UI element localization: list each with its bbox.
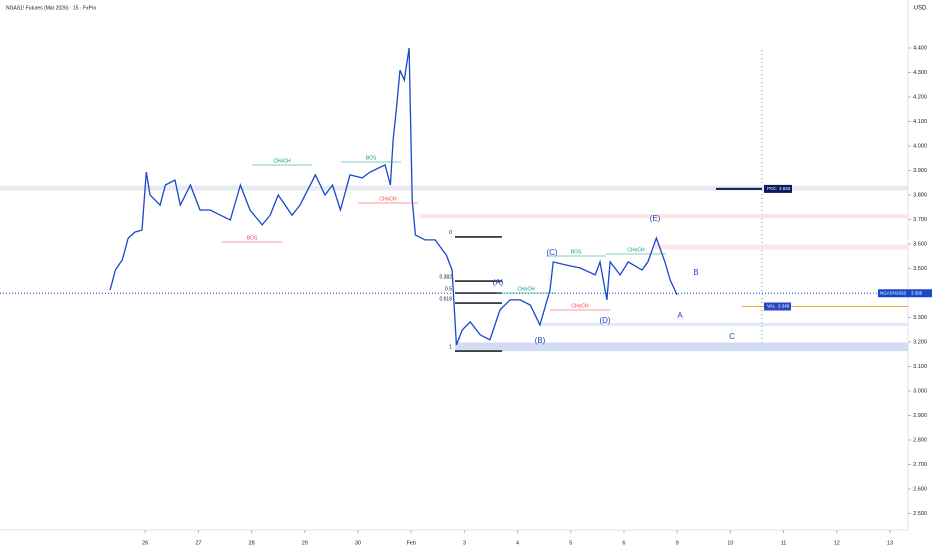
y-tick-label: 3.000 — [913, 388, 927, 394]
zone — [0, 185, 908, 191]
x-tick-label: 27 — [195, 540, 201, 546]
annotation: CHoCH — [273, 158, 291, 164]
annotation: BOS — [366, 155, 377, 161]
wave-label: A — [677, 311, 683, 320]
fib-label: 0.618 — [439, 296, 452, 302]
x-tick-label: 11 — [781, 540, 787, 546]
zone — [655, 244, 908, 250]
poc-value: 3.825 — [779, 186, 791, 191]
y-tick-label: 3.600 — [913, 241, 927, 247]
y-tick-label: 3.700 — [913, 217, 927, 223]
wave-label: (B) — [535, 336, 546, 345]
x-tick-label: 29 — [302, 540, 308, 546]
annotation: BOS — [247, 235, 258, 241]
val-tag — [764, 302, 791, 311]
price-tag-value: 3.399 — [911, 290, 923, 295]
y-tick-label: 2.600 — [913, 486, 927, 492]
x-tick-label: 9 — [676, 540, 679, 546]
y-tick-label: 2.500 — [913, 511, 927, 517]
zone — [455, 342, 908, 352]
wave-label: (A) — [493, 278, 504, 287]
zone — [420, 214, 908, 219]
x-tick-label: 3 — [463, 540, 466, 546]
wave-label: (D) — [599, 316, 610, 325]
x-tick-label: 10 — [727, 540, 733, 546]
y-tick-label: 4.100 — [913, 119, 927, 125]
y-tick-label: 4.000 — [913, 143, 927, 149]
y-tick-label: 4.300 — [913, 70, 927, 76]
val-value: 3.345 — [778, 304, 790, 309]
x-tick-label: 13 — [887, 540, 893, 546]
y-tick-label: 2.900 — [913, 413, 927, 419]
fib-label: 0 — [449, 230, 452, 236]
wave-label: B — [693, 268, 698, 277]
fib-label: 0.5 — [445, 286, 452, 292]
x-tick-label: 26 — [142, 540, 148, 546]
price-line — [109, 47, 678, 346]
x-tick-label: 28 — [249, 540, 255, 546]
poc-tag — [764, 184, 792, 193]
y-tick-label: 3.800 — [913, 192, 927, 198]
fib-label: 0.382 — [439, 274, 452, 280]
y-tick-label: 4.200 — [913, 94, 927, 100]
poc-label: POC — [767, 186, 778, 191]
x-tick-label: Feb — [406, 540, 415, 546]
annotation: BOS — [571, 249, 582, 255]
y-tick-label: 2.800 — [913, 437, 927, 443]
zone — [540, 322, 908, 326]
y-tick-label: 3.500 — [913, 266, 927, 272]
y-tick-label: 3.300 — [913, 315, 927, 321]
wave-label: (E) — [650, 214, 661, 223]
x-tick-label: 6 — [622, 540, 625, 546]
annotation: CHoCH — [379, 196, 397, 202]
y-tick-label: 3.900 — [913, 168, 927, 174]
y-tick-label: 4.400 — [913, 45, 927, 51]
x-tick-label: 4 — [516, 540, 519, 546]
currency: USD — [914, 6, 927, 12]
y-tick-label: 3.100 — [913, 364, 927, 370]
annotation: CHoCH — [517, 286, 535, 292]
annotation: CHoCH — [627, 247, 645, 253]
wave-label: C — [729, 332, 735, 341]
x-tick-label: 5 — [569, 540, 572, 546]
price-tag — [878, 289, 932, 298]
x-tick-label: 12 — [834, 540, 840, 546]
x-tick-label: 30 — [355, 540, 361, 546]
val-label: VAL — [767, 304, 776, 309]
price-tag-name: NGASH2026 — [880, 290, 907, 295]
y-tick-label: 3.200 — [913, 339, 927, 345]
fib-label: 1 — [449, 344, 452, 350]
y-tick-label: 2.700 — [913, 462, 927, 468]
symbol-title: NGAS1! Futures (Mar 2026) · 15 · FxPro — [6, 5, 97, 11]
wave-label: (C) — [546, 248, 557, 257]
annotation: CHoCH — [571, 303, 589, 309]
